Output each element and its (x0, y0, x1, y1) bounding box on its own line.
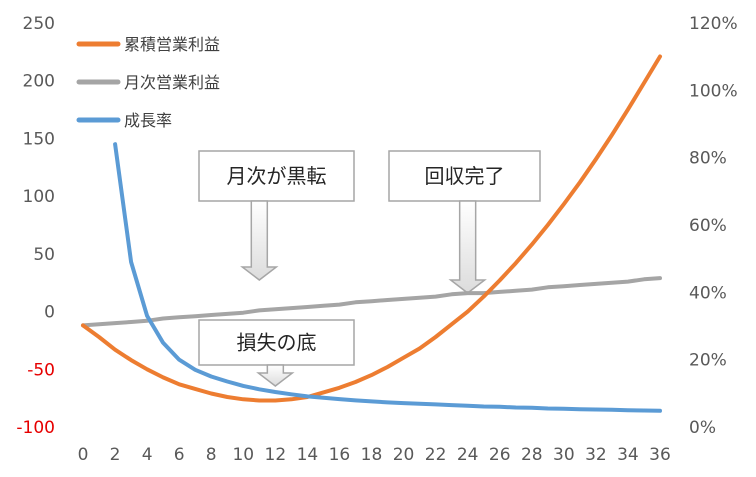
left-tick-label: 50 (33, 245, 55, 265)
legend-label: 成長率 (124, 111, 172, 130)
left-tick-label: 100 (23, 187, 55, 207)
callout-box (388, 150, 541, 202)
left-tick-label: -100 (16, 418, 55, 438)
x-tick-label: 20 (393, 445, 415, 465)
x-axis-ticks: 0 2 4 6 8 10 12 14 16 18 20 22 24 26 28 30 32 34 36 (78, 445, 671, 465)
x-tick-label: 8 (206, 445, 217, 465)
x-tick-label: 26 (489, 445, 511, 465)
x-tick-label: 28 (521, 445, 543, 465)
x-tick-label: 34 (617, 445, 639, 465)
right-tick-label: 120% (689, 14, 738, 34)
series-line (81, 54, 662, 403)
x-tick-label: 0 (78, 445, 89, 465)
x-tick-label: 36 (649, 445, 671, 465)
series-line (113, 142, 662, 413)
legend-label: 月次営業利益 (124, 73, 220, 92)
left-tick-label: -50 (27, 360, 55, 380)
legend-item: 累積営業利益 (76, 35, 220, 54)
left-tick-label: 0 (44, 303, 55, 323)
x-tick-label: 30 (553, 445, 575, 465)
callout: 損失の底 (198, 319, 355, 387)
x-tick-label: 12 (265, 445, 287, 465)
legend-item: 月次営業利益 (76, 73, 220, 92)
callout-arrow (240, 200, 279, 281)
callout-arrow (256, 364, 295, 387)
callout-box (198, 150, 355, 202)
x-tick-label: 32 (585, 445, 607, 465)
x-tick-label: 6 (174, 445, 185, 465)
right-tick-label: 20% (689, 351, 727, 371)
right-tick-label: 60% (689, 216, 727, 236)
x-tick-label: 18 (361, 445, 383, 465)
callout: 月次が黒転 (198, 150, 355, 281)
x-tick-label: 2 (110, 445, 121, 465)
right-axis-ticks: 120% 100% 80% 60% 40% 20% 0% (689, 14, 738, 438)
series-line (81, 276, 662, 328)
legend-item: 成長率 (76, 111, 172, 130)
right-tick-label: 40% (689, 283, 727, 303)
right-tick-label: 80% (689, 149, 727, 169)
callout-box (198, 319, 355, 366)
left-axis-ticks: 250 200 150 100 50 0 -50 -100 (16, 14, 55, 438)
callout-label: 損失の底 (237, 331, 317, 355)
x-tick-label: 16 (329, 445, 351, 465)
left-tick-label: 250 (23, 14, 55, 34)
callout-label: 回収完了 (425, 164, 505, 188)
x-tick-label: 24 (457, 445, 479, 465)
x-tick-label: 22 (425, 445, 447, 465)
left-tick-label: 200 (23, 72, 55, 92)
callout: 回収完了 (388, 150, 541, 294)
legend-label: 累積営業利益 (124, 35, 220, 54)
series-lines (81, 54, 662, 413)
callout-arrow (448, 200, 487, 294)
right-tick-label: 0% (689, 418, 716, 438)
left-tick-label: 150 (23, 129, 55, 149)
right-tick-label: 100% (689, 81, 738, 101)
x-tick-label: 4 (142, 445, 153, 465)
x-tick-label: 14 (297, 445, 319, 465)
x-tick-label: 10 (232, 445, 254, 465)
callout-label: 月次が黒転 (227, 164, 327, 188)
